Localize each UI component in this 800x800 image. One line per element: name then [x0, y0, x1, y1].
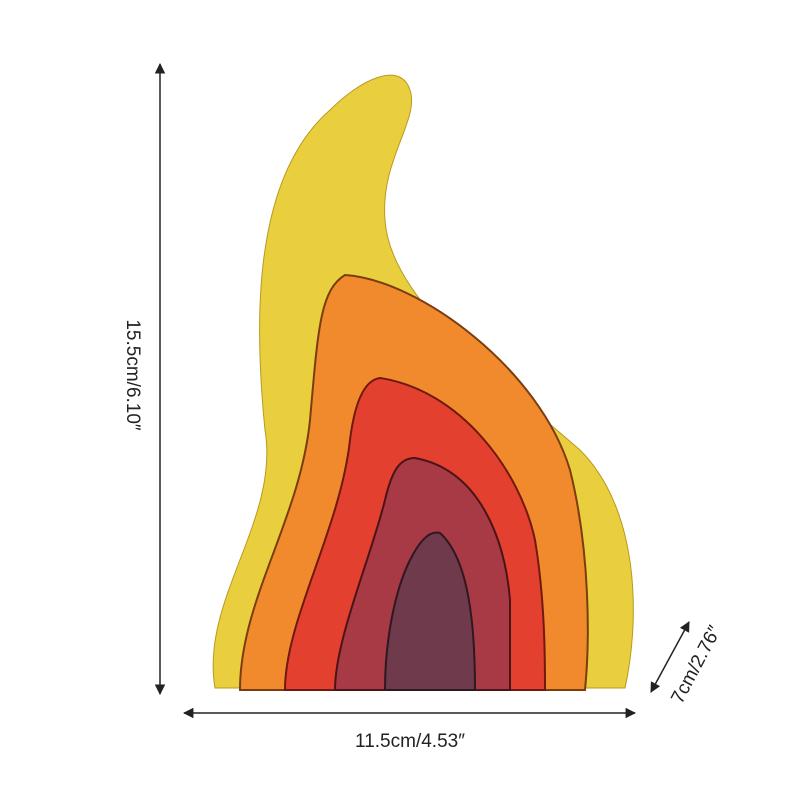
- flame-stacker: [212, 74, 634, 691]
- width-label: 11.5cm/4.53″: [355, 731, 465, 752]
- purple-piece: [383, 531, 477, 691]
- depth-arrow: [650, 621, 690, 693]
- height-label: 15.5cm/6.10″: [122, 319, 143, 431]
